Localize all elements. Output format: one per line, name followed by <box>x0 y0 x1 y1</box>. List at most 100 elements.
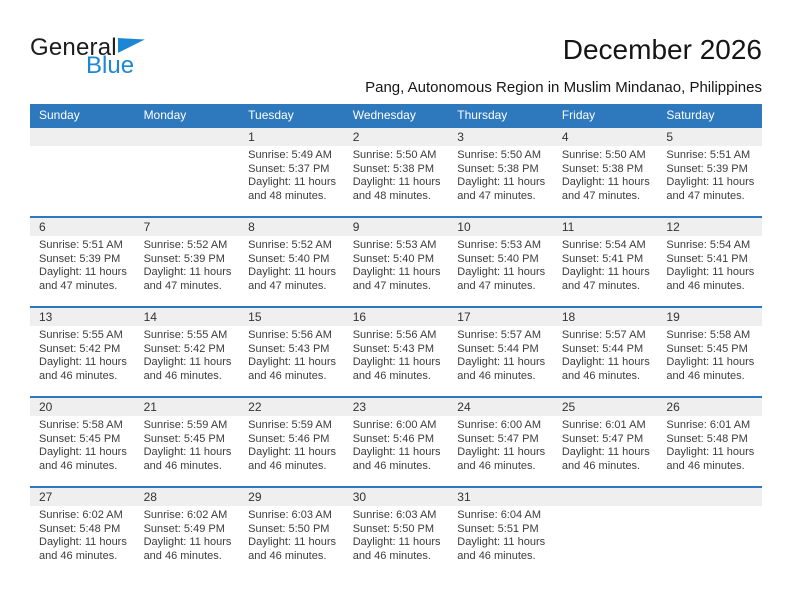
day-number-cell: 26 <box>666 400 680 414</box>
sunset-text: Sunset: 5:47 PM <box>457 432 539 445</box>
sunrise-text: Sunrise: 5:57 AM <box>561 329 646 341</box>
location-subtitle: Pang, Autonomous Region in Muslim Mindan… <box>365 79 762 96</box>
day-number-cell: 17 <box>457 310 471 324</box>
sunset-text: Sunset: 5:38 PM <box>352 162 435 175</box>
daylight-text: Daylight: 11 hours and 46 minutes. <box>352 446 441 472</box>
day-number-cell: 20 <box>39 400 53 414</box>
day-detail-cell: Sunrise: 6:03 AM Sunset: 5:50 PM Daylight:… <box>239 506 344 563</box>
sunset-text: Sunset: 5:41 PM <box>666 252 748 265</box>
sunset-text: Sunset: 5:41 PM <box>561 252 644 265</box>
sunset-text: Sunset: 5:48 PM <box>39 522 121 535</box>
day-number-cell <box>553 488 658 506</box>
daylight-text: Daylight: 11 hours and 46 minutes. <box>143 446 232 472</box>
day-detail-cell: Sunrise: 6:02 AM Sunset: 5:48 PM Daylight:… <box>30 506 135 563</box>
sunrise-text: Sunrise: 6:01 AM <box>666 419 751 431</box>
day-detail-cell: Sunrise: 5:51 AM Sunset: 5:39 PM Daylight:… <box>30 236 135 293</box>
day-number-cell: 4 <box>561 130 569 144</box>
sunset-text: Sunset: 5:43 PM <box>352 342 435 355</box>
sunrise-text: Sunrise: 6:02 AM <box>39 509 123 521</box>
day-number-cell: 27 <box>39 490 53 504</box>
day-number-cell: 13 <box>39 310 53 324</box>
day-detail-cell <box>553 506 658 563</box>
sunset-text: Sunset: 5:42 PM <box>143 342 225 355</box>
day-detail-cell: Sunrise: 6:03 AM Sunset: 5:50 PM Daylight:… <box>344 506 449 563</box>
day-number-cell: 24 <box>457 400 471 414</box>
day-number-cell: 30 <box>352 490 367 504</box>
sunrise-text: Sunrise: 6:03 AM <box>352 509 437 521</box>
sunset-text: Sunset: 5:38 PM <box>561 162 644 175</box>
daylight-text: Daylight: 11 hours and 46 minutes. <box>666 446 755 472</box>
week-row: 27 28 29 30 31 Sunrise: 6:02 AM Sunset: 5:48 P… <box>30 486 762 576</box>
sunrise-text: Sunrise: 5:53 AM <box>457 239 542 251</box>
daylight-text: Daylight: 11 hours and 47 minutes. <box>457 176 546 202</box>
daylight-text: Daylight: 11 hours and 46 minutes. <box>352 536 441 562</box>
daylight-text: Daylight: 11 hours and 46 minutes. <box>143 356 232 382</box>
sunrise-text: Sunrise: 5:50 AM <box>457 149 542 161</box>
sunrise-text: Sunrise: 6:02 AM <box>143 509 228 521</box>
sunrise-text: Sunrise: 5:54 AM <box>666 239 751 251</box>
day-detail-cell: Sunrise: 5:58 AM Sunset: 5:45 PM Daylight:… <box>30 416 135 473</box>
day-number-cell: 23 <box>352 400 367 414</box>
day-detail-cell: Sunrise: 5:54 AM Sunset: 5:41 PM Daylight:… <box>553 236 658 293</box>
day-number-cell <box>657 488 762 506</box>
daylight-text: Daylight: 11 hours and 48 minutes. <box>248 176 336 202</box>
day-number-cell: 18 <box>561 310 576 324</box>
sunset-text: Sunset: 5:40 PM <box>352 252 435 265</box>
daylight-text: Daylight: 11 hours and 47 minutes. <box>666 176 755 202</box>
day-detail-cell <box>30 146 135 203</box>
sunrise-text: Sunrise: 5:56 AM <box>352 329 437 341</box>
day-number-cell <box>135 128 240 146</box>
day-number-cell: 12 <box>666 220 680 234</box>
day-number-cell: 7 <box>143 220 151 234</box>
weekday-header-friday: Friday <box>561 108 596 122</box>
weekday-header-saturday: Saturday <box>666 108 715 122</box>
sunrise-text: Sunrise: 5:52 AM <box>143 239 228 251</box>
daylight-text: Daylight: 11 hours and 46 minutes. <box>39 536 127 562</box>
day-detail-cell: Sunrise: 5:55 AM Sunset: 5:42 PM Daylight:… <box>30 326 135 383</box>
day-number-cell: 16 <box>352 310 367 324</box>
day-detail-cell <box>657 506 762 563</box>
daylight-text: Daylight: 11 hours and 47 minutes. <box>457 266 546 292</box>
daylight-text: Daylight: 11 hours and 47 minutes. <box>143 266 232 292</box>
sunset-text: Sunset: 5:37 PM <box>248 162 330 175</box>
week-row: 1 2 3 4 5 Sunrise: 5:49 AM Sunset: 5:37 PM Dayl… <box>30 126 762 216</box>
daylight-text: Daylight: 11 hours and 46 minutes. <box>457 536 546 562</box>
day-number-cell: 22 <box>248 400 262 414</box>
sunrise-text: Sunrise: 6:00 AM <box>352 419 437 431</box>
weekday-header-monday: Monday <box>143 108 187 122</box>
day-detail-cell: Sunrise: 5:56 AM Sunset: 5:43 PM Daylight:… <box>344 326 449 383</box>
sunset-text: Sunset: 5:44 PM <box>561 342 644 355</box>
daylight-text: Daylight: 11 hours and 47 minutes. <box>352 266 441 292</box>
daylight-text: Daylight: 11 hours and 46 minutes. <box>248 356 336 382</box>
day-detail-cell: Sunrise: 5:49 AM Sunset: 5:37 PM Daylight:… <box>239 146 344 203</box>
day-detail-cell: Sunrise: 5:52 AM Sunset: 5:40 PM Daylight:… <box>239 236 344 293</box>
sunrise-text: Sunrise: 5:51 AM <box>39 239 123 251</box>
sunset-text: Sunset: 5:43 PM <box>248 342 330 355</box>
sunrise-text: Sunrise: 6:00 AM <box>457 419 542 431</box>
weekday-header-tuesday: Tuesday <box>248 108 294 122</box>
daylight-text: Daylight: 11 hours and 46 minutes. <box>248 536 336 562</box>
logo-text-blue: Blue <box>86 52 135 79</box>
day-detail-cell: Sunrise: 5:53 AM Sunset: 5:40 PM Daylight:… <box>448 236 553 293</box>
day-detail-cell: Sunrise: 5:59 AM Sunset: 5:46 PM Daylight:… <box>239 416 344 473</box>
sunrise-text: Sunrise: 5:51 AM <box>666 149 751 161</box>
daylight-text: Daylight: 11 hours and 46 minutes. <box>561 356 650 382</box>
daylight-text: Daylight: 11 hours and 47 minutes. <box>39 266 127 292</box>
day-number-cell: 2 <box>352 130 360 144</box>
day-number-cell: 28 <box>143 490 157 504</box>
day-number-cell: 25 <box>561 400 576 414</box>
day-number-cell: 3 <box>457 130 464 144</box>
day-detail-cell: Sunrise: 5:50 AM Sunset: 5:38 PM Daylight:… <box>553 146 658 203</box>
sunrise-text: Sunrise: 6:03 AM <box>248 509 332 521</box>
day-detail-cell: Sunrise: 5:54 AM Sunset: 5:41 PM Daylight:… <box>657 236 762 293</box>
sunrise-text: Sunrise: 5:58 AM <box>666 329 751 341</box>
logo-text-general: General <box>30 34 117 61</box>
day-number-cell: 11 <box>561 220 575 234</box>
day-number-cell: 10 <box>457 220 471 234</box>
day-detail-cell: Sunrise: 6:00 AM Sunset: 5:46 PM Daylight:… <box>344 416 449 473</box>
sunset-text: Sunset: 5:49 PM <box>143 522 225 535</box>
day-number-cell: 1 <box>248 130 255 144</box>
sunrise-text: Sunrise: 5:57 AM <box>457 329 542 341</box>
sunset-text: Sunset: 5:51 PM <box>457 522 539 535</box>
weekday-header-row: Sunday Monday Tuesday Wednesday Thursday Frid… <box>30 104 762 126</box>
